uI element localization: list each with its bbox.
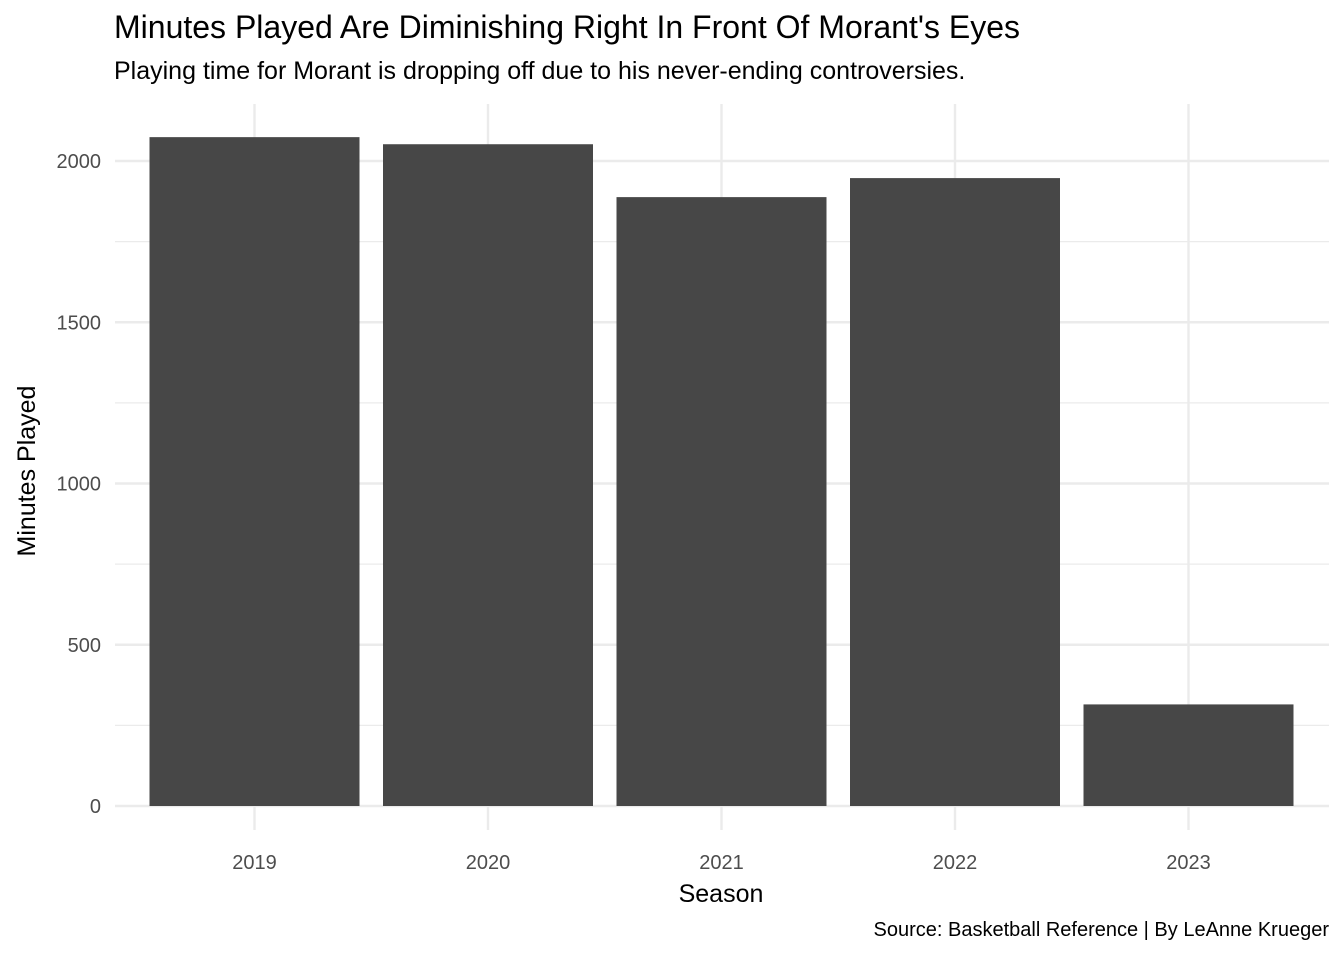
bar-2019	[149, 137, 360, 806]
x-tick-label: 2021	[699, 852, 744, 874]
chart-subtitle: Playing time for Morant is dropping off …	[114, 57, 966, 85]
bars	[149, 137, 1294, 807]
x-tick-label: 2022	[933, 852, 978, 874]
y-tick-label: 500	[68, 635, 101, 657]
y-axis-title: Minutes Played	[13, 386, 41, 557]
chart-caption: Source: Basketball Reference | By LeAnne…	[873, 919, 1329, 941]
bar-2020	[383, 144, 593, 807]
bar-2022	[850, 178, 1060, 806]
bar-2023	[1083, 704, 1294, 806]
chart-title: Minutes Played Are Diminishing Right In …	[114, 9, 1021, 45]
y-tick-label: 1500	[57, 312, 102, 334]
x-tick-labels: 2019 2020 2021 2022 2023	[232, 852, 1211, 874]
x-tick-label: 2023	[1166, 852, 1211, 874]
x-tick-label: 2020	[466, 852, 511, 874]
bar-2021	[616, 197, 827, 806]
x-tick-label: 2019	[232, 852, 277, 874]
x-axis-title: Season	[679, 880, 764, 908]
y-tick-label: 0	[90, 796, 101, 818]
y-tick-labels: 0 500 1000 1500 2000	[57, 151, 102, 818]
y-tick-label: 1000	[57, 474, 102, 496]
y-tick-label: 2000	[57, 151, 102, 173]
